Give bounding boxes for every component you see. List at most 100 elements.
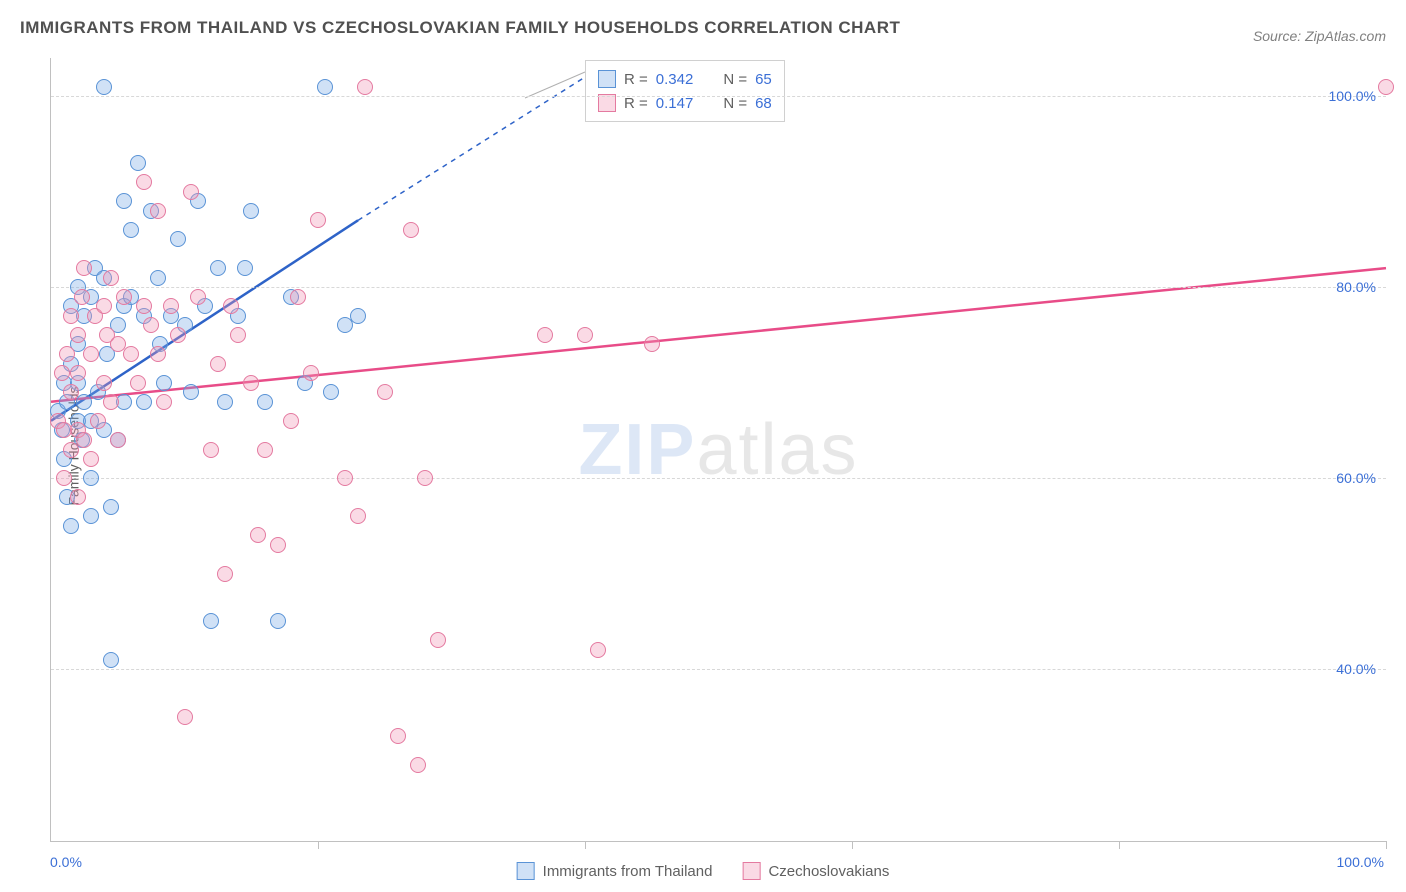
data-point — [303, 365, 319, 381]
data-point — [150, 346, 166, 362]
data-point — [183, 384, 199, 400]
data-point — [403, 222, 419, 238]
data-point — [96, 375, 112, 391]
data-point — [177, 709, 193, 725]
data-point — [283, 413, 299, 429]
data-point — [310, 212, 326, 228]
legend-row: R =0.147N =68 — [598, 91, 772, 115]
data-point — [190, 289, 206, 305]
data-point — [103, 499, 119, 515]
legend-swatch — [598, 70, 616, 88]
data-point — [217, 566, 233, 582]
data-point — [323, 384, 339, 400]
gridline-h — [51, 96, 1386, 97]
data-point — [150, 270, 166, 286]
legend-n-label: N = — [723, 71, 747, 88]
data-point — [250, 527, 266, 543]
data-point — [130, 375, 146, 391]
gridline-h — [51, 478, 1386, 479]
gridline-h — [51, 287, 1386, 288]
x-tick — [585, 841, 586, 849]
data-point — [210, 260, 226, 276]
series-legend-item: Immigrants from Thailand — [517, 862, 713, 880]
data-point — [103, 652, 119, 668]
chart-plot-area: ZIPatlas R =0.342N =65R =0.147N =68 40.0… — [50, 58, 1386, 842]
y-tick-label: 80.0% — [1336, 279, 1376, 295]
x-tick — [852, 841, 853, 849]
series-legend: Immigrants from Thailand Czechoslovakians — [517, 862, 890, 880]
data-point — [110, 432, 126, 448]
x-axis-max-label: 100.0% — [1337, 854, 1384, 870]
data-point — [123, 222, 139, 238]
trend-line-extrapolated — [358, 77, 585, 220]
trend-lines-layer — [51, 58, 1386, 841]
data-point — [170, 231, 186, 247]
series-legend-label: Immigrants from Thailand — [543, 863, 713, 880]
data-point — [143, 317, 159, 333]
data-point — [123, 346, 139, 362]
legend-n-value: 65 — [755, 71, 772, 88]
data-point — [577, 327, 593, 343]
data-point — [257, 394, 273, 410]
legend-swatch — [742, 862, 760, 880]
data-point — [63, 518, 79, 534]
data-point — [377, 384, 393, 400]
series-legend-label: Czechoslovakians — [768, 863, 889, 880]
data-point — [54, 365, 70, 381]
data-point — [243, 375, 259, 391]
data-point — [116, 193, 132, 209]
data-point — [257, 442, 273, 458]
legend-swatch — [517, 862, 535, 880]
data-point — [136, 174, 152, 190]
x-tick — [1386, 841, 1387, 849]
data-point — [136, 298, 152, 314]
data-point — [183, 184, 199, 200]
data-point — [170, 327, 186, 343]
data-point — [96, 79, 112, 95]
legend-connector — [525, 72, 585, 98]
data-point — [537, 327, 553, 343]
gridline-h — [51, 669, 1386, 670]
data-point — [644, 336, 660, 352]
data-point — [136, 394, 152, 410]
data-point — [203, 613, 219, 629]
data-point — [59, 346, 75, 362]
data-point — [83, 346, 99, 362]
data-point — [1378, 79, 1394, 95]
data-point — [163, 298, 179, 314]
x-tick — [318, 841, 319, 849]
data-point — [317, 79, 333, 95]
y-tick-label: 40.0% — [1336, 661, 1376, 677]
data-point — [350, 308, 366, 324]
data-point — [290, 289, 306, 305]
data-point — [70, 327, 86, 343]
data-point — [270, 613, 286, 629]
data-point — [390, 728, 406, 744]
data-point — [70, 489, 86, 505]
data-point — [417, 470, 433, 486]
data-point — [83, 508, 99, 524]
data-point — [56, 470, 72, 486]
source-label: Source: ZipAtlas.com — [1253, 28, 1386, 44]
x-tick — [1119, 841, 1120, 849]
legend-r-label: R = — [624, 71, 648, 88]
data-point — [70, 365, 86, 381]
data-point — [90, 413, 106, 429]
data-point — [96, 298, 112, 314]
legend-r-value: 0.342 — [656, 71, 694, 88]
data-point — [203, 442, 219, 458]
data-point — [103, 270, 119, 286]
y-tick-label: 60.0% — [1336, 470, 1376, 486]
series-legend-item: Czechoslovakians — [742, 862, 889, 880]
data-point — [63, 384, 79, 400]
data-point — [210, 356, 226, 372]
data-point — [223, 298, 239, 314]
data-point — [590, 642, 606, 658]
data-point — [63, 308, 79, 324]
data-point — [337, 470, 353, 486]
data-point — [116, 289, 132, 305]
data-point — [83, 451, 99, 467]
data-point — [270, 537, 286, 553]
data-point — [76, 260, 92, 276]
data-point — [103, 394, 119, 410]
